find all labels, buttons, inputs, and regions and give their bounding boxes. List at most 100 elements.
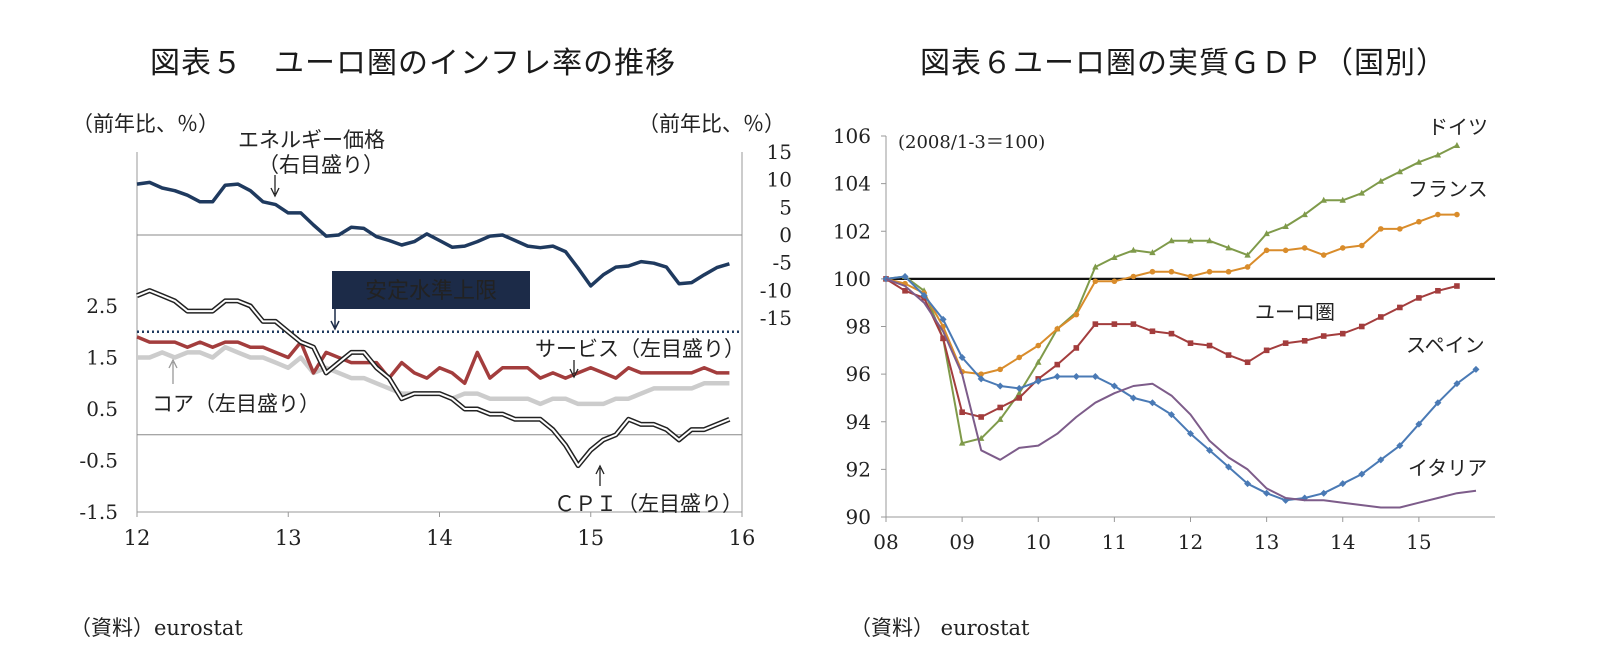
energy-label-arrow xyxy=(271,175,279,196)
x-tick-label: 08 xyxy=(873,530,898,554)
right-tick-label: -10 xyxy=(760,278,792,302)
x-tick-label: 15 xyxy=(577,526,604,550)
gdp-point xyxy=(1150,328,1156,334)
gdp-point xyxy=(1207,269,1213,275)
x-tick-label: 12 xyxy=(124,526,151,550)
series-label: ドイツ xyxy=(1428,115,1488,139)
left-tick-label: -0.5 xyxy=(79,449,118,473)
right-axis-unit: （前年比、％） xyxy=(638,112,785,136)
gdp-point xyxy=(997,383,1004,390)
gdp-point xyxy=(1454,283,1460,289)
gdp-point xyxy=(1264,248,1270,254)
gdp-point xyxy=(1093,278,1099,284)
cpi-line-inner xyxy=(137,291,729,466)
left-tick-label: -1.5 xyxy=(79,500,118,524)
gdp-point xyxy=(1188,340,1194,346)
gdp-point xyxy=(1397,305,1403,311)
figure-6-source: （資料） eurostat xyxy=(850,612,1029,642)
y-tick-label: 94 xyxy=(846,410,871,434)
energy-label: エネルギー価格 xyxy=(238,128,385,152)
left-tick-label: 0.5 xyxy=(86,397,118,421)
gdp-point xyxy=(1207,343,1213,349)
gdp-point xyxy=(1454,212,1460,218)
figure-5-source: （資料）eurostat xyxy=(70,612,243,642)
gdp-point xyxy=(1131,321,1137,327)
x-tick-label: 13 xyxy=(1254,530,1279,554)
gdp-point xyxy=(1093,321,1099,327)
x-tick-label: 14 xyxy=(426,526,453,550)
gdp-point xyxy=(1226,352,1232,358)
gdp-point xyxy=(1131,274,1137,280)
x-tick-label: 14 xyxy=(1330,530,1355,554)
y-tick-label: 98 xyxy=(846,315,871,339)
series-label: スペイン xyxy=(1406,333,1485,357)
gdp-point xyxy=(1454,142,1460,148)
gdp-point xyxy=(1435,288,1441,294)
x-tick-label: 10 xyxy=(1026,530,1051,554)
y-tick-label: 100 xyxy=(833,267,871,291)
gdp-point xyxy=(1359,324,1365,330)
gdp-point xyxy=(997,367,1003,373)
left-tick-label: 2.5 xyxy=(86,294,118,318)
gdp-point xyxy=(1112,278,1118,284)
right-tick-label: 0 xyxy=(779,223,792,247)
core-label-arrow xyxy=(169,360,177,384)
energy-line xyxy=(137,182,729,286)
gdp-point xyxy=(1245,264,1251,270)
gdp-point xyxy=(1054,326,1060,332)
gdp-point xyxy=(1283,248,1289,254)
gdp-point xyxy=(1320,490,1327,497)
gdp-point xyxy=(1435,212,1441,218)
x-tick-label: 13 xyxy=(275,526,302,550)
figure-6-panel: 図表６ユーロ圏の実質ＧＤＰ（国別） 106 104 102 100 98 96 94 92 90… xyxy=(810,0,1621,671)
cpi-line-outer xyxy=(137,291,729,466)
gdp-point xyxy=(1378,226,1384,232)
gdp-point xyxy=(1226,269,1232,275)
gdp-point xyxy=(1169,269,1175,275)
base-period-note: (2008/1-3＝100) xyxy=(898,132,1045,153)
gdp-point xyxy=(1016,355,1022,361)
x-tick-label: 15 xyxy=(1406,530,1431,554)
gdp-point xyxy=(1416,295,1422,301)
gdp-point xyxy=(1302,338,1308,344)
right-tick-label: 10 xyxy=(767,168,792,192)
gdp-point xyxy=(1378,314,1384,320)
gdp-line xyxy=(886,277,1476,501)
gdp-point xyxy=(1340,331,1346,337)
y-tick-label: 96 xyxy=(846,362,871,386)
gdp-point xyxy=(1283,340,1289,346)
right-tick-label: 5 xyxy=(779,195,792,219)
gdp-point xyxy=(1340,245,1346,251)
gdp-point xyxy=(1245,359,1251,365)
series-label: フランス xyxy=(1408,177,1488,201)
stability-threshold-label: 安定水準上限 xyxy=(365,279,497,304)
inflation-chart: （前年比、％） （前年比、％） 2.5 1.5 0.5 -0.5 -1.5 15 10 5 0 -5 -… xyxy=(0,0,810,671)
cpi-label: ＣＰＩ（左目盛り） xyxy=(554,492,743,516)
gdp-point xyxy=(1188,274,1194,280)
gdp-point xyxy=(1264,348,1270,354)
x-tick-label: 09 xyxy=(949,530,974,554)
gdp-point xyxy=(1321,252,1327,258)
gdp-point xyxy=(1302,245,1308,251)
figure-5-panel: 図表５ ユーロ圏のインフレ率の推移 （前年比、％） （前年比、％） 2.5 1.5 0.… xyxy=(0,0,810,671)
gdp-point xyxy=(1150,269,1156,275)
gdp-line xyxy=(886,146,1457,444)
y-tick-label: 102 xyxy=(833,219,871,243)
gdp-point xyxy=(1169,331,1175,337)
gdp-point xyxy=(1397,226,1403,232)
gdp-point xyxy=(1035,343,1041,349)
real-gdp-chart: 106104102100989694929008 09 10 11 12 13 14 15(2… xyxy=(810,0,1621,671)
gdp-point xyxy=(1359,243,1365,249)
x-tick-label: 12 xyxy=(1178,530,1203,554)
energy-label-axis: （右目盛り） xyxy=(258,153,384,177)
gdp-point xyxy=(1074,312,1080,318)
cpi-label-arrow xyxy=(596,466,604,486)
gdp-point xyxy=(997,405,1003,411)
gdp-point xyxy=(1016,395,1022,401)
threshold-arrow xyxy=(331,309,339,329)
series-label: ユーロ圏 xyxy=(1255,300,1335,324)
y-tick-label: 106 xyxy=(833,124,871,148)
y-tick-label: 90 xyxy=(846,505,871,529)
gdp-point xyxy=(1339,480,1346,487)
gdp-point xyxy=(1074,345,1080,351)
